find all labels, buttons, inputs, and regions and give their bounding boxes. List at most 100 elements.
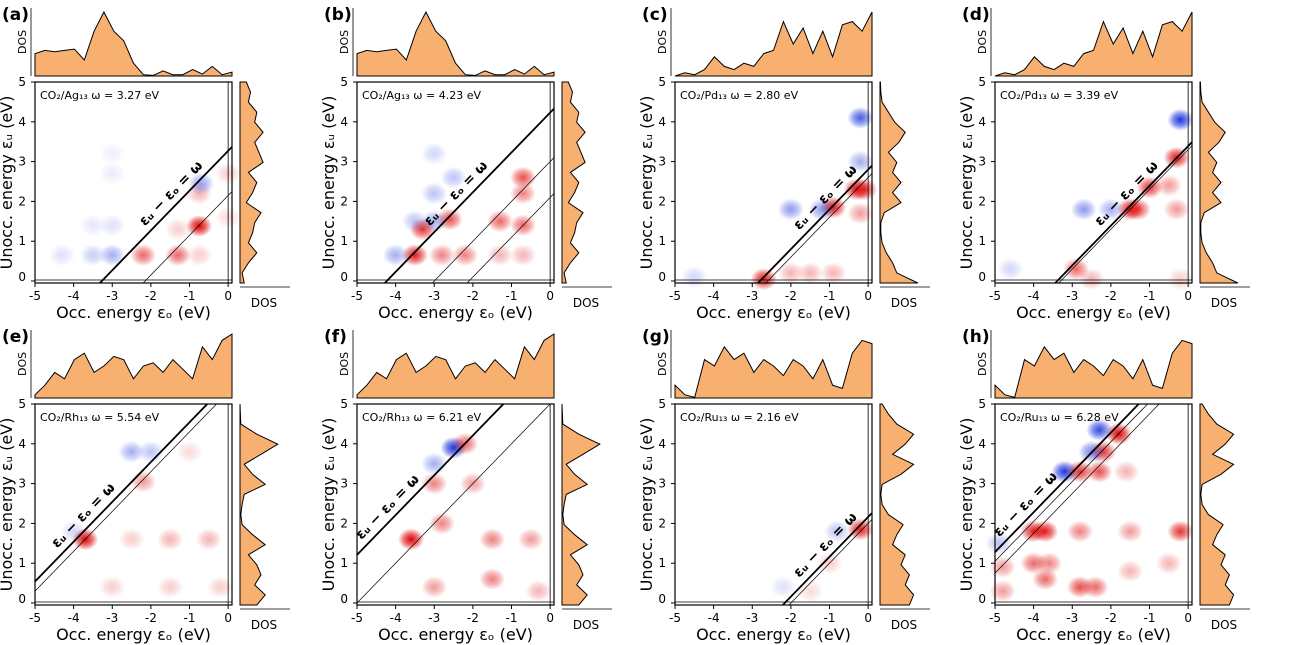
dos-top-label: DOS <box>976 352 989 376</box>
y-tick-label: 3 <box>340 477 348 491</box>
panel-title: CO₂/Pd₁₃ ω = 3.39 eV <box>1000 89 1119 102</box>
x-tick-label: -4 <box>1028 611 1040 625</box>
positive-spot <box>525 580 552 603</box>
y-tick-label: 5 <box>978 75 986 89</box>
x-tick-label: -3 <box>1066 611 1078 625</box>
x-tick-label: -2 <box>785 289 797 303</box>
x-tick-label: -3 <box>428 611 440 625</box>
x-tick-label: -4 <box>68 611 80 625</box>
positive-spot <box>157 528 184 551</box>
x-tick-label: -5 <box>351 611 363 625</box>
positive-spot <box>1082 576 1109 599</box>
negative-spot <box>188 172 215 195</box>
dos-top-curve <box>994 11 1193 77</box>
dos-top-curve <box>994 339 1193 399</box>
dos-right-label: DOS <box>891 296 917 310</box>
dos-right-label: DOS <box>1211 618 1237 632</box>
panel-label: (e) <box>2 327 29 347</box>
heatmap <box>35 82 242 284</box>
heatmap <box>995 82 1194 291</box>
y-axis-label: Unocc. energy εᵤ (eV) <box>637 96 656 270</box>
dos-top-label: DOS <box>656 30 669 54</box>
positive-spot <box>1113 460 1140 483</box>
dos-right-curve <box>1199 81 1239 284</box>
y-tick-label: 3 <box>658 155 666 169</box>
positive-spot <box>989 556 1016 579</box>
dos-right-label: DOS <box>1211 296 1237 310</box>
y-tick-label: 5 <box>978 397 986 411</box>
x-tick-label: -5 <box>351 289 363 303</box>
positive-spot <box>1078 268 1105 291</box>
negative-spot <box>382 244 409 267</box>
y-tick-label: 2 <box>978 194 986 208</box>
shifted-line <box>466 193 555 284</box>
dos-top-label: DOS <box>16 352 29 376</box>
heatmap <box>356 403 554 605</box>
positive-spot <box>1117 520 1144 543</box>
positive-spot <box>797 262 824 285</box>
x-axis-label: Occ. energy εₒ (eV) <box>378 625 533 644</box>
y-tick-label: 0 <box>340 270 348 284</box>
dos-right-curve <box>879 81 919 284</box>
panel-title: CO₂/Pd₁₃ ω = 2.80 eV <box>680 89 799 102</box>
y-tick-label: 0 <box>18 592 26 606</box>
negative-spot <box>137 440 164 463</box>
negative-spot <box>118 440 145 463</box>
dos-top-curve <box>34 10 233 77</box>
y-tick-label: 5 <box>18 397 26 411</box>
positive-spot <box>118 528 145 551</box>
x-axis-label: Occ. energy εₒ (eV) <box>56 625 211 644</box>
x-axis-label: Occ. energy εₒ (eV) <box>1016 625 1171 644</box>
y-tick-label: 2 <box>658 516 666 530</box>
x-tick-label: 0 <box>864 611 872 625</box>
positive-spot <box>847 518 874 541</box>
x-tick-label: 0 <box>546 289 554 303</box>
y-tick-label: 3 <box>978 477 986 491</box>
positive-spot <box>1117 560 1144 583</box>
y-tick-label: 0 <box>978 592 986 606</box>
y-tick-label: 0 <box>658 592 666 606</box>
shifted-line <box>788 519 873 606</box>
y-tick-label: 2 <box>18 194 26 208</box>
panel-label: (g) <box>642 327 670 347</box>
positive-spot <box>1155 174 1182 197</box>
x-tick-label: -1 <box>1144 611 1156 625</box>
panel-title: CO₂/Ru₁₃ ω = 2.16 eV <box>680 411 799 424</box>
negative-spot <box>99 162 126 185</box>
resonance-line <box>782 512 873 606</box>
plot-background <box>675 82 872 283</box>
negative-spot <box>421 452 448 475</box>
y-tick-label: 5 <box>340 75 348 89</box>
y-tick-label: 1 <box>18 556 26 570</box>
x-tick-label: -2 <box>145 289 157 303</box>
y-tick-label: 4 <box>658 115 666 129</box>
negative-spot <box>681 266 708 289</box>
plot-frame <box>994 81 1193 284</box>
y-tick-label: 4 <box>340 115 348 129</box>
panel-title: CO₂/Rh₁₃ ω = 6.21 eV <box>362 411 482 424</box>
dos-top-label: DOS <box>338 30 351 54</box>
negative-spot <box>79 214 106 237</box>
negative-spot <box>997 258 1024 281</box>
positive-spot <box>207 576 234 599</box>
y-axis-label: Unocc. energy εᵤ (eV) <box>957 418 976 592</box>
positive-spot <box>820 262 847 285</box>
negative-spot <box>421 142 448 165</box>
x-tick-label: -3 <box>1066 289 1078 303</box>
negative-spot <box>1070 198 1097 221</box>
positive-spot <box>164 244 191 267</box>
shifted-line <box>994 403 1160 574</box>
y-tick-label: 1 <box>18 234 26 248</box>
positive-spot <box>750 268 777 291</box>
x-tick-label: -2 <box>785 611 797 625</box>
y-tick-label: 1 <box>340 234 348 248</box>
y-tick-label: 3 <box>978 155 986 169</box>
y-tick-label: 4 <box>18 437 26 451</box>
shifted-line <box>765 173 873 284</box>
y-tick-label: 5 <box>340 397 348 411</box>
positive-spot <box>99 576 126 599</box>
positive-spot <box>486 210 513 233</box>
